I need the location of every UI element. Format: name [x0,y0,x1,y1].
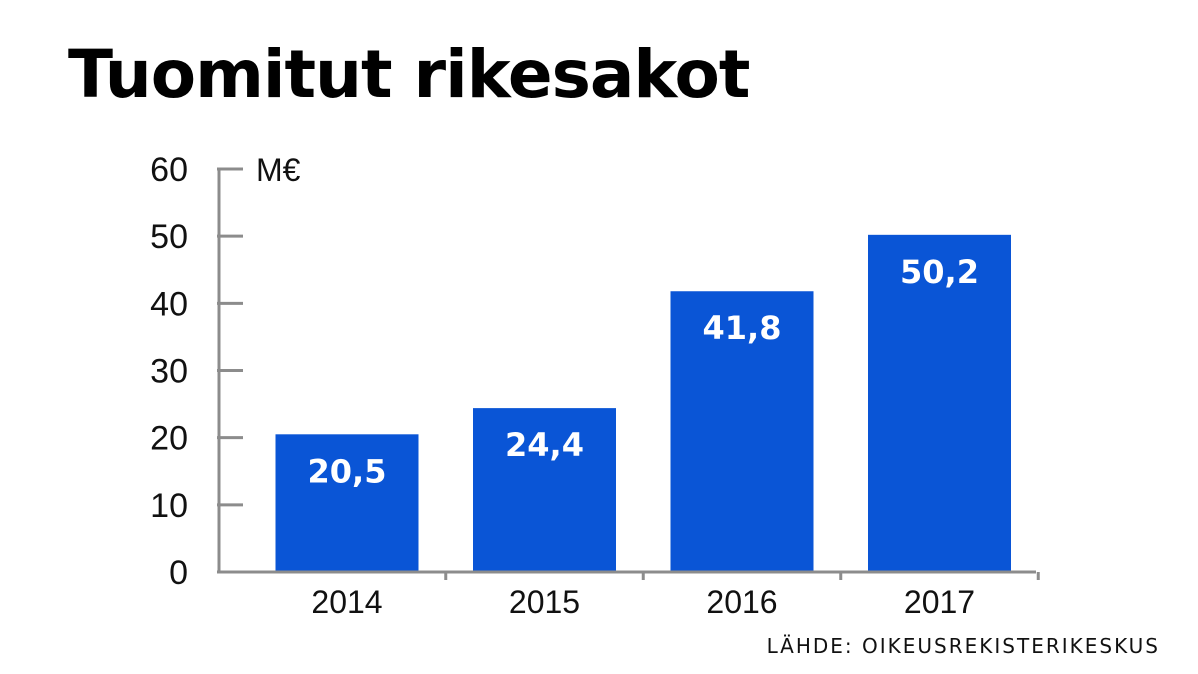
bar [473,408,616,571]
x-tick-label: 2016 [706,584,777,620]
bar-value-label: 20,5 [308,452,387,490]
bar-value-label: 24,4 [505,426,584,464]
y-axis: 0 10 20 30 40 50 60 [150,151,243,592]
bar [868,234,1011,571]
x-tick-label: 2015 [509,584,580,620]
x-tick-label: 2014 [311,584,382,620]
y-tick-label: 0 [169,554,188,592]
y-tick-label: 20 [150,420,188,458]
y-axis-unit-label: M€ [256,152,301,188]
x-tick-label: 2017 [904,584,975,620]
bar [275,434,419,571]
source-note: LÄHDE: OIKEUSREKISTERIKESKUS [766,634,1160,658]
bar [670,291,814,571]
chart-title: Tuomitut rikesakot [68,36,750,113]
bar-value-label: 50,2 [900,253,979,291]
y-tick-label: 40 [150,285,188,323]
y-tick-label: 50 [150,218,188,256]
y-tick-label: 60 [150,151,188,189]
y-tick-label: 10 [150,487,188,525]
bars: 20,5 24,4 41,8 50,2 [275,234,1011,571]
x-axis: 2014 2015 2016 2017 [219,570,1040,620]
y-tick-label: 30 [150,353,188,391]
bar-value-label: 41,8 [703,309,782,347]
